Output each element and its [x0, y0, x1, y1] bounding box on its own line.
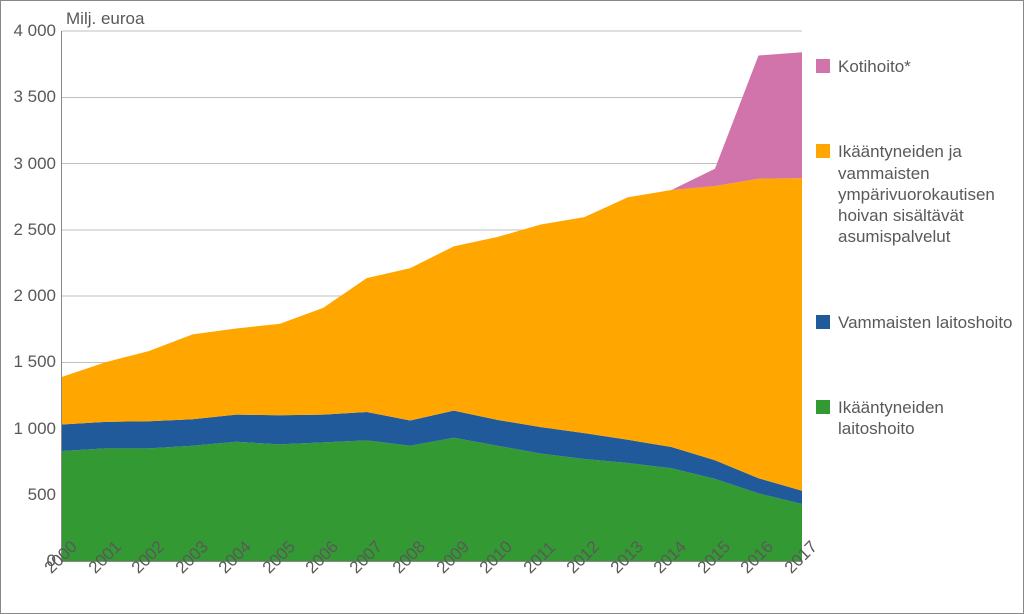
chart-container: Milj. euroa 05001 0001 5002 0002 5003 00… [0, 0, 1024, 614]
legend-swatch [816, 144, 830, 158]
y-tick-label: 3 000 [13, 154, 62, 174]
legend-label: Vammaisten laitoshoito [838, 312, 1013, 333]
y-tick-label: 1 500 [13, 352, 62, 372]
y-tick-label: 3 500 [13, 87, 62, 107]
legend-label: Kotihoito* [838, 56, 911, 77]
legend: Kotihoito* Ikääntyneiden ja vammaisten ym… [816, 56, 1016, 503]
y-tick-label: 4 000 [13, 21, 62, 41]
legend-item: Ikääntyneiden ja vammaisten ympärivuorok… [816, 141, 1016, 247]
legend-label: Ikääntyneiden ja vammaisten ympärivuorok… [838, 141, 1016, 247]
chart-svg [62, 31, 802, 561]
legend-label: Ikääntyneiden laitoshoito [838, 397, 1016, 440]
y-tick-label: 500 [28, 485, 62, 505]
legend-swatch [816, 59, 830, 73]
y-tick-label: 1 000 [13, 419, 62, 439]
legend-item: Ikääntyneiden laitoshoito [816, 397, 1016, 440]
legend-swatch [816, 315, 830, 329]
legend-swatch [816, 400, 830, 414]
legend-item: Kotihoito* [816, 56, 1016, 77]
y-tick-label: 2 500 [13, 220, 62, 240]
y-tick-label: 2 000 [13, 286, 62, 306]
y-axis-title: Milj. euroa [66, 9, 144, 29]
plot-area: 05001 0001 5002 0002 5003 0003 5004 0002… [61, 31, 802, 562]
legend-item: Vammaisten laitoshoito [816, 312, 1016, 333]
